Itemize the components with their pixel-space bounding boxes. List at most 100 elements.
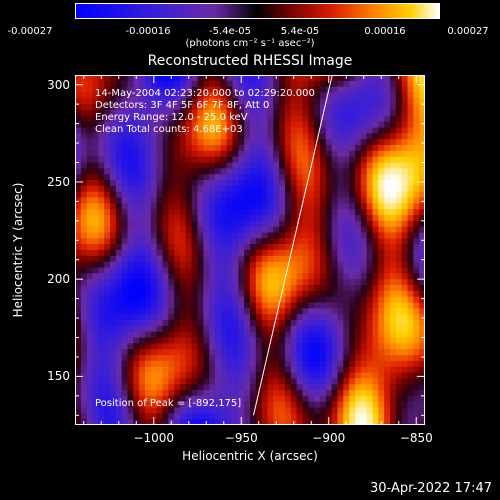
heatmap-cell (127, 320, 134, 327)
heatmap-cell (314, 395, 321, 402)
heatmap-cell (185, 302, 192, 309)
heatmap-cell (279, 407, 286, 414)
heatmap-cell (261, 273, 268, 280)
heatmap-cell (156, 302, 163, 309)
heatmap-cell (390, 168, 397, 175)
heatmap-cell (290, 92, 297, 99)
heatmap-cell (337, 244, 344, 251)
heatmap-cell (343, 366, 350, 373)
heatmap-cell (261, 197, 268, 204)
heatmap-cell (366, 250, 373, 257)
heatmap-cell (203, 267, 210, 274)
heatmap-cell (150, 98, 157, 105)
heatmap-cell (314, 174, 321, 181)
heatmap-cell (197, 220, 204, 227)
heatmap-cell (98, 215, 105, 222)
heatmap-cell (226, 110, 233, 117)
heatmap-cell (325, 215, 332, 222)
heatmap-cell (133, 104, 140, 111)
heatmap-cell (250, 86, 257, 93)
annotation-clean-counts: Clean Total counts: 4.68E+03 (95, 124, 243, 135)
heatmap-cell (139, 273, 146, 280)
heatmap-cell (273, 390, 280, 397)
heatmap-cell (185, 133, 192, 140)
heatmap-cell (238, 325, 245, 332)
heatmap-cell (302, 203, 309, 210)
heatmap-cell (285, 156, 292, 163)
heatmap-cell (226, 273, 233, 280)
heatmap-cell (314, 308, 321, 315)
heatmap-cell (115, 98, 122, 105)
heatmap-cell (267, 343, 274, 350)
heatmap-cell (279, 215, 286, 222)
heatmap-cell (133, 296, 140, 303)
heatmap-cell (98, 255, 105, 262)
heatmap-cell (308, 261, 315, 268)
heatmap-cell (279, 121, 286, 128)
heatmap-cell (156, 413, 163, 420)
heatmap-cell (145, 355, 152, 362)
heatmap-cell (302, 162, 309, 169)
heatmap-cell (360, 255, 367, 262)
heatmap-cell (80, 238, 87, 245)
heatmap-cell (156, 390, 163, 397)
heatmap-cell (104, 215, 111, 222)
heatmap-cell (185, 337, 192, 344)
heatmap-cell (320, 226, 327, 233)
heatmap-cell (378, 174, 385, 181)
heatmap-cell (215, 209, 222, 216)
heatmap-cell (343, 407, 350, 414)
heatmap-cell (337, 308, 344, 315)
heatmap-cell (145, 180, 152, 187)
heatmap-cell (290, 150, 297, 157)
heatmap-cell (285, 75, 292, 82)
heatmap-cell (337, 203, 344, 210)
heatmap-cell (139, 366, 146, 373)
heatmap-cell (314, 343, 321, 350)
heatmap-cell (220, 127, 227, 134)
heatmap-cell (185, 325, 192, 332)
heatmap-cell (372, 308, 379, 315)
heatmap-cell (244, 279, 251, 286)
heatmap-cell (191, 185, 198, 192)
heatmap-cell (331, 110, 338, 117)
heatmap-cell (413, 238, 420, 245)
heatmap-cell (80, 86, 87, 93)
heatmap-cell (250, 110, 257, 117)
heatmap-cell (355, 133, 362, 140)
heatmap-cell (139, 162, 146, 169)
heatmap-cell (162, 395, 169, 402)
heatmap-cell (92, 180, 99, 187)
heatmap-cell (349, 150, 356, 157)
heatmap-cell (215, 285, 222, 292)
heatmap-cell (80, 174, 87, 181)
heatmap-cell (349, 401, 356, 408)
heatmap-cell (220, 360, 227, 367)
heatmap-cell (296, 349, 303, 356)
heatmap-cell (86, 139, 93, 146)
heatmap-cell (308, 349, 315, 356)
heatmap-cell (232, 168, 239, 175)
heatmap-cell (191, 355, 198, 362)
heatmap-cell (337, 220, 344, 227)
heatmap-cell (343, 174, 350, 181)
heatmap-cell (162, 285, 169, 292)
heatmap-cell (290, 349, 297, 356)
heatmap-cell (121, 395, 128, 402)
heatmap-cell (115, 156, 122, 163)
heatmap-cell (267, 180, 274, 187)
heatmap-cell (203, 86, 210, 93)
heatmap-cell (86, 174, 93, 181)
heatmap-cell (419, 390, 425, 397)
heatmap-cell (133, 156, 140, 163)
heatmap-cell (133, 232, 140, 239)
heatmap-cell (337, 279, 344, 286)
heatmap-cell (244, 180, 251, 187)
heatmap-cell (156, 325, 163, 332)
heatmap-cell (168, 261, 175, 268)
heatmap-cell (180, 238, 187, 245)
heatmap-cell (156, 384, 163, 391)
heatmap-cell (145, 145, 152, 152)
heatmap-cell (127, 98, 134, 105)
heatmap-cell (349, 156, 356, 163)
